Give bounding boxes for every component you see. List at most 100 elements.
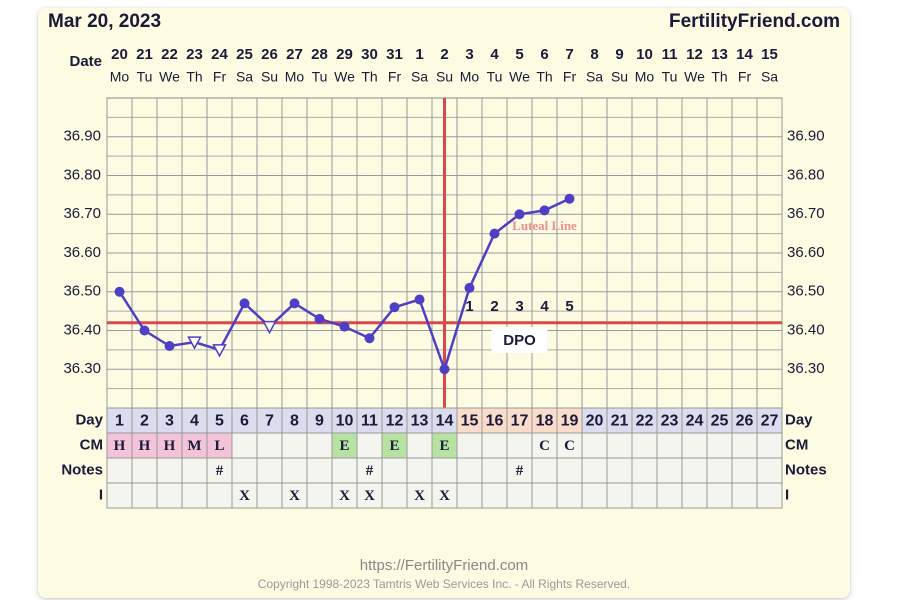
y-tick-label: 36.30 [63, 360, 101, 377]
row-cell [356, 457, 383, 484]
row-cell [656, 457, 683, 484]
dpo-number: 4 [540, 298, 549, 315]
row-cell [381, 432, 408, 459]
weekday-label: Mo [635, 69, 655, 85]
row-label-right: CM [785, 436, 808, 453]
row-cell [406, 407, 433, 434]
date-label: 27 [286, 46, 303, 63]
date-label: 24 [211, 46, 228, 63]
weekday-label: Fr [213, 69, 227, 85]
row-cell [481, 407, 508, 434]
dpo-label: DPO [503, 332, 536, 349]
row-value: 22 [636, 413, 654, 430]
date-label: 30 [361, 46, 378, 63]
temperature-point [364, 333, 375, 344]
row-cell [456, 432, 483, 459]
row-label: I [99, 486, 103, 503]
row-value: E [339, 438, 349, 454]
row-cell [106, 457, 133, 484]
y2-tick-label: 36.40 [787, 321, 825, 338]
date-label: 26 [261, 46, 278, 63]
row-cell [581, 432, 608, 459]
y2-tick-label: 36.60 [787, 244, 825, 261]
row-cell [131, 432, 158, 459]
row-cell [406, 482, 433, 509]
y2-tick-label: 36.70 [787, 205, 825, 222]
row-cell [731, 432, 758, 459]
row-label: Day [75, 411, 103, 428]
date-label: 13 [711, 46, 728, 63]
site-name: FertilityFriend.com [669, 11, 840, 32]
row-cell [506, 432, 533, 459]
dpo-number: 3 [515, 298, 523, 315]
row-cell [231, 407, 258, 434]
row-cell [706, 432, 733, 459]
row-value: # [366, 463, 374, 479]
row-cell [481, 457, 508, 484]
row-cell [531, 482, 558, 509]
weekday-label: We [334, 69, 355, 85]
row-value: 25 [711, 413, 729, 430]
row-cell [456, 407, 483, 434]
y-tick-label: 36.40 [63, 321, 101, 338]
row-cell [706, 407, 733, 434]
y-tick-label: 36.80 [63, 166, 101, 183]
row-cell [181, 457, 208, 484]
row-value: X [289, 488, 300, 504]
date-label: 3 [465, 46, 473, 63]
temperature-point [239, 298, 250, 309]
row-cell [206, 432, 233, 459]
row-value: 6 [240, 413, 249, 430]
date-label: 21 [136, 46, 153, 63]
date-label: 5 [515, 46, 523, 63]
copyright: Copyright 1998-2023 Tamtris Web Services… [258, 577, 630, 591]
date-label: 23 [186, 46, 203, 63]
temperature-point [262, 320, 277, 335]
row-value: 26 [736, 413, 754, 430]
y-tick-label: 36.50 [63, 283, 101, 300]
date-label: 11 [662, 46, 678, 63]
row-cell [506, 457, 533, 484]
row-label-right: Day [785, 411, 813, 428]
row-cell [306, 482, 333, 509]
row-cell [131, 457, 158, 484]
row-value: 15 [461, 413, 479, 430]
temperature-point [464, 282, 475, 293]
row-cell [156, 482, 183, 509]
row-value: 1 [115, 413, 124, 430]
row-cell [706, 482, 733, 509]
y2-tick-label: 36.50 [787, 283, 825, 300]
date-label: 31 [386, 46, 403, 63]
row-value: X [239, 488, 250, 504]
row-value: 20 [586, 413, 604, 430]
row-label-right: I [785, 486, 789, 503]
row-value: 9 [315, 413, 324, 430]
row-cell [431, 457, 458, 484]
weekday-label: Mo [460, 69, 480, 85]
weekday-label: Mo [285, 69, 305, 85]
row-value: H [139, 438, 151, 454]
row-cell [406, 457, 433, 484]
row-value: 21 [611, 413, 629, 430]
row-value: C [564, 438, 575, 454]
temperature-point [489, 228, 500, 239]
y-tick-label: 36.90 [63, 128, 101, 145]
row-cell [106, 482, 133, 509]
y2-tick-label: 36.90 [787, 128, 825, 145]
temperature-point [289, 298, 300, 309]
row-cell [631, 482, 658, 509]
weekday-label: Fr [563, 69, 577, 85]
row-cell [331, 457, 358, 484]
date-label: 7 [565, 46, 573, 63]
row-value: X [439, 488, 450, 504]
date-label: 10 [636, 46, 653, 63]
date-label: 8 [590, 46, 598, 63]
row-cell [156, 407, 183, 434]
row-cell [606, 457, 633, 484]
row-value: 12 [386, 413, 404, 430]
row-cell [306, 432, 333, 459]
temperature-point [389, 302, 400, 313]
temperature-point [187, 336, 202, 350]
row-cell [256, 432, 283, 459]
y-tick-label: 36.60 [63, 244, 101, 261]
